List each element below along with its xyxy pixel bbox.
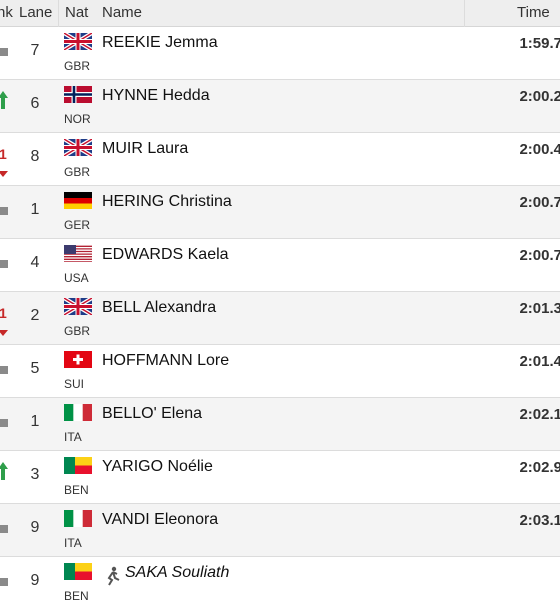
country-code: BEN — [64, 589, 89, 600]
result-row: 9 BEN SAKA Souliath — [0, 557, 560, 600]
flag-icon — [64, 351, 92, 368]
athlete-name: HOFFMANN Lore — [102, 352, 230, 369]
result-time: 2:01.3 — [519, 300, 560, 317]
flag-icon — [64, 563, 92, 580]
result-time: 2:02.1 — [519, 406, 560, 423]
header-nat: Nat — [65, 4, 89, 21]
flag-icon — [62, 296, 94, 317]
header-rank: nk — [0, 4, 13, 21]
result-row: 6 NOR HYNNE Hedda 2:00.2 — [0, 80, 560, 133]
result-row: 1 GER HERING Christina 2:00.7 — [0, 186, 560, 239]
rank-steady-icon — [0, 419, 8, 427]
country-code: ITA — [64, 536, 82, 550]
result-time: 2:00.4 — [519, 141, 560, 158]
rank-down-icon — [0, 164, 8, 177]
lane: 2 — [30, 307, 40, 324]
lane: 4 — [30, 254, 40, 271]
rank-change: 1 — [0, 146, 7, 162]
rank-steady-icon — [0, 525, 8, 533]
header-name: Name — [102, 4, 143, 21]
rank-steady-icon — [0, 207, 8, 215]
result-row: 1 ITA BELLO' Elena 2:02.1 — [0, 398, 560, 451]
flag-icon — [64, 245, 92, 263]
lane: 9 — [30, 519, 40, 536]
lane: 5 — [30, 360, 40, 377]
athlete-name: BELL Alexandra — [102, 299, 217, 316]
result-time: 2:00.7 — [519, 247, 560, 264]
country-code: SUI — [64, 377, 85, 391]
rank-steady-icon — [0, 366, 8, 374]
flag-icon — [64, 192, 92, 209]
country-code: GER — [64, 218, 91, 232]
athlete-name: MUIR Laura — [102, 140, 189, 157]
lane: 1 — [30, 201, 40, 218]
result-row: 5 SUI HOFFMANN Lore 2:01.4 — [0, 345, 560, 398]
result-row: 9 ITA VANDI Eleonora 2:03.1 — [0, 504, 560, 557]
athlete-name: HYNNE Hedda — [102, 87, 210, 104]
rank-up-icon — [0, 460, 9, 482]
result-row: 1 2 GBR BELL Alexandra 2:01.3 — [0, 292, 560, 345]
result-row: 7 GBR REEKIE Jemma 1:59.7 — [0, 27, 560, 80]
result-time: 2:01.4 — [519, 353, 560, 370]
lane: 6 — [30, 95, 40, 112]
country-code: GBR — [64, 165, 91, 179]
country-code: ITA — [64, 430, 82, 444]
result-row: 1 8 GBR MUIR Laura 2:00.4 — [0, 133, 560, 186]
result-time: 2:02.9 — [519, 459, 560, 476]
country-code: GBR — [64, 324, 91, 338]
runner-icon — [103, 566, 121, 586]
rank-steady-icon — [0, 48, 8, 56]
result-time: 2:00.2 — [519, 88, 560, 105]
header-row: nk Lane Nat Name Time — [0, 0, 560, 27]
flag-icon — [64, 510, 92, 527]
flag-icon — [64, 457, 92, 474]
lane: 7 — [30, 42, 40, 59]
athlete-name: VANDI Eleonora — [102, 511, 219, 528]
flag-icon — [62, 137, 94, 158]
athlete-name: SAKA Souliath — [125, 564, 230, 581]
athlete-name: HERING Christina — [102, 193, 232, 210]
athlete-name: BELLO' Elena — [102, 405, 203, 422]
flag-icon — [64, 404, 92, 421]
country-code: GBR — [64, 59, 91, 73]
result-time: 1:59.7 — [519, 35, 560, 52]
flag-icon — [64, 86, 92, 103]
rank-change: 1 — [0, 305, 7, 321]
country-code: USA — [64, 271, 89, 285]
rank-up-icon — [0, 89, 9, 111]
lane: 9 — [30, 572, 40, 589]
athlete-name: YARIGO Noélie — [102, 458, 213, 475]
flag-icon — [62, 31, 94, 52]
country-code: NOR — [64, 112, 91, 126]
athlete-name: EDWARDS Kaela — [102, 246, 229, 263]
result-row: 4 USA EDWARDS Kaela 2:00.7 — [0, 239, 560, 292]
lane: 8 — [30, 148, 40, 165]
rank-steady-icon — [0, 578, 8, 586]
lane: 1 — [30, 413, 40, 430]
lane: 3 — [30, 466, 40, 483]
header-time: Time — [517, 4, 550, 21]
header-lane: Lane — [19, 4, 53, 21]
rank-down-icon — [0, 323, 8, 336]
result-row: 3 BEN YARIGO Noélie 2:02.9 — [0, 451, 560, 504]
result-time: 2:00.7 — [519, 194, 560, 211]
result-time: 2:03.1 — [519, 512, 560, 529]
rank-steady-icon — [0, 260, 8, 268]
athlete-name: REEKIE Jemma — [102, 34, 218, 51]
country-code: BEN — [64, 483, 89, 497]
